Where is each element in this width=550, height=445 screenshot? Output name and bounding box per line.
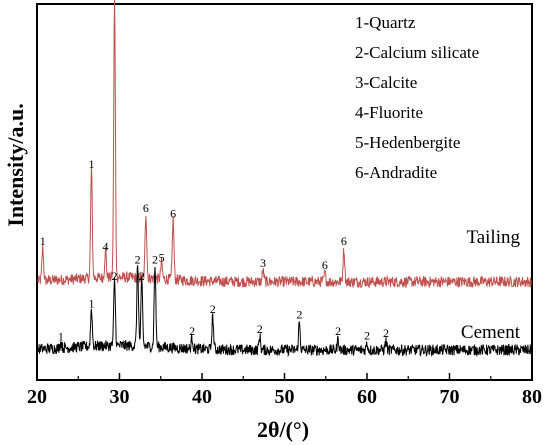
peak-label: 2 [335,324,341,338]
peak-label: 2 [210,302,216,316]
x-tick-label-50: 50 [275,386,295,408]
peak-label: 2 [135,253,141,267]
y-axis-label: Intensity/a.u. [3,103,28,226]
legend-entry: 4-Fluorite [355,103,423,122]
x-tick-label-70: 70 [440,386,460,408]
x-tick-label-30: 30 [110,386,130,408]
peak-label: 6 [143,201,149,215]
legend-entry: 1-Quartz [355,13,416,32]
peak-labels: 11436563661122222222222 [40,0,389,344]
legend-entry: 3-Calcite [355,73,417,92]
peak-label: 4 [102,239,108,253]
x-tick-label-40: 40 [192,386,212,408]
peak-label: 1 [58,330,64,344]
peak-label: 2 [152,253,158,267]
series-line-cement [37,265,532,358]
peak-label: 1 [88,157,94,171]
legend-entry: 5-Hedenbergite [355,133,460,152]
peak-label: 2 [139,269,145,283]
series-label-cement: Cement [461,322,521,343]
series-line-tailing [37,0,532,289]
peak-label: 2 [189,324,195,338]
x-tick-label-20: 20 [27,386,47,408]
peak-label: 1 [40,234,46,248]
peak-label: 2 [296,308,302,322]
peak-label: 6 [322,258,328,272]
x-axis-ticks: 20 30 40 50 60 70 80 [27,373,542,408]
peak-label: 6 [341,234,347,248]
peak-label: 2 [383,326,389,340]
peak-label: 2 [112,269,118,283]
legend-entry: 2-Calcium silicate [355,43,479,62]
series-label-tailing: Tailing [466,227,520,248]
peak-label: 5 [159,250,165,264]
legend: 1-Quartz 2-Calcium silicate 3-Calcite 4-Flu… [355,13,479,182]
peak-label: 3 [260,256,266,270]
data-series [37,0,532,358]
peak-label: 2 [364,328,370,342]
x-axis-label: 2θ/(°) [257,417,309,442]
x-tick-label-60: 60 [357,386,377,408]
legend-entry: 6-Andradite [355,163,437,182]
peak-label: 1 [88,297,94,311]
peak-label: 2 [257,322,263,336]
x-tick-label-80: 80 [522,386,542,408]
series-labels: Tailing Cement [461,227,521,343]
peak-label: 6 [170,206,176,220]
